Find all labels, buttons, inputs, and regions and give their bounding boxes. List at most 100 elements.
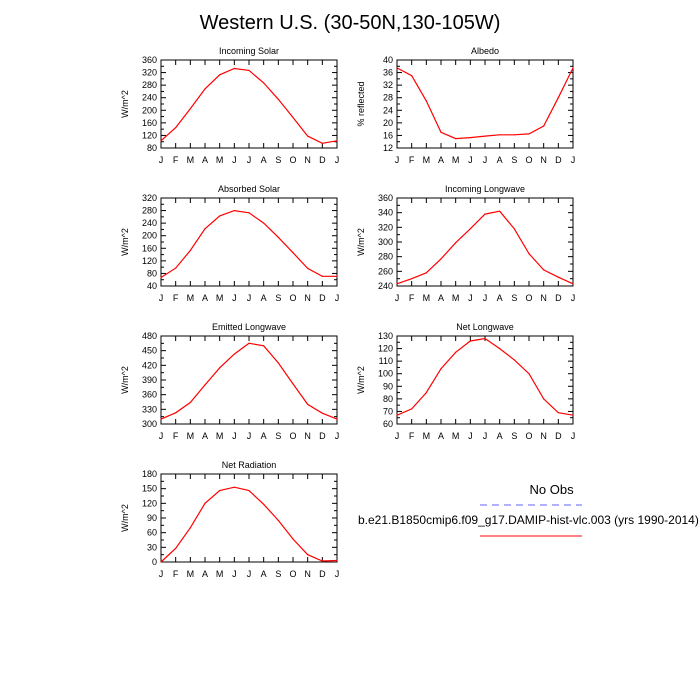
- y-tick-label: 300: [378, 237, 393, 247]
- x-tick-label: A: [202, 155, 208, 165]
- x-tick-label: A: [261, 431, 267, 441]
- x-tick-label: S: [275, 293, 281, 303]
- x-tick-label: M: [216, 293, 224, 303]
- data-point: [189, 249, 191, 252]
- data-point: [175, 126, 177, 129]
- y-tick-label: 120: [378, 344, 393, 354]
- data-point: [248, 342, 250, 344]
- x-tick-label: S: [511, 155, 517, 165]
- x-tick-label: J: [247, 293, 252, 303]
- x-tick-label: A: [202, 569, 208, 579]
- data-point: [277, 519, 279, 522]
- x-tick-label: N: [304, 155, 311, 165]
- y-tick-label: 120: [142, 498, 157, 508]
- y-tick-label: 320: [142, 193, 157, 203]
- data-point: [277, 362, 279, 364]
- data-point: [440, 131, 442, 133]
- data-point: [425, 100, 427, 102]
- data-point: [219, 490, 221, 492]
- x-tick-label: J: [232, 569, 237, 579]
- data-point: [307, 267, 309, 269]
- data-point: [499, 210, 501, 212]
- data-point: [396, 283, 398, 285]
- x-tick-label: J: [159, 293, 164, 303]
- x-tick-label: A: [202, 431, 208, 441]
- x-tick-label: J: [232, 155, 237, 165]
- data-point: [175, 412, 177, 414]
- x-tick-label: A: [261, 293, 267, 303]
- data-point: [263, 345, 265, 347]
- data-point: [248, 490, 250, 492]
- x-tick-label: N: [304, 431, 311, 441]
- data-point: [204, 228, 206, 230]
- data-point: [219, 367, 221, 369]
- series-line: [396, 67, 574, 140]
- y-tick-label: 300: [142, 419, 157, 429]
- y-tick-label: 80: [147, 143, 157, 153]
- y-axis-label: W/m^2: [356, 366, 366, 394]
- data-point: [321, 275, 323, 277]
- chart-panel-5: Emitted Longwave W/m^2 300 330 360 390 420 450 4…: [120, 322, 339, 441]
- y-tick-label: 16: [383, 130, 393, 140]
- data-point: [233, 209, 235, 212]
- x-tick-label: O: [289, 155, 296, 165]
- y-tick-label: 330: [142, 404, 157, 414]
- x-tick-label: M: [423, 293, 431, 303]
- x-tick-label: N: [304, 293, 311, 303]
- data-point: [189, 108, 191, 110]
- y-tick-label: 30: [147, 542, 157, 552]
- x-tick-label: J: [232, 431, 237, 441]
- legend-obs-label: No Obs: [529, 482, 574, 497]
- chart-panel-3: Absorbed Solar W/m^2 40 80 120 160 200 240 280 32…: [120, 184, 339, 303]
- y-tick-label: 200: [142, 231, 157, 241]
- x-tick-label: M: [452, 431, 460, 441]
- x-tick-label: F: [409, 155, 415, 165]
- x-tick-label: O: [289, 569, 296, 579]
- plot-frame: [396, 197, 574, 287]
- data-point: [440, 258, 442, 260]
- plot-frame: [160, 197, 338, 287]
- x-tick-label: M: [187, 569, 195, 579]
- data-point: [396, 67, 398, 69]
- data-point: [557, 97, 559, 99]
- data-point: [411, 278, 413, 280]
- data-point: [469, 340, 471, 342]
- x-tick-label: J: [468, 293, 473, 303]
- y-tick-label: 20: [383, 118, 393, 128]
- y-tick-label: 60: [383, 419, 393, 429]
- x-tick-label: S: [511, 293, 517, 303]
- data-point: [204, 88, 206, 90]
- chart-panel-4: Incoming Longwave W/m^2 240 260 280 300 320 340…: [356, 184, 575, 303]
- data-point: [513, 134, 515, 136]
- y-tick-label: 0: [152, 557, 157, 567]
- series-line: [160, 486, 338, 563]
- y-axis-label: W/m^2: [356, 228, 366, 256]
- y-tick-label: 40: [147, 281, 157, 291]
- data-point: [233, 353, 235, 355]
- y-axis-label: W/m^2: [120, 504, 130, 532]
- data-point: [248, 69, 250, 71]
- data-point: [513, 228, 515, 230]
- x-tick-label: J: [483, 155, 488, 165]
- x-tick-label: F: [409, 431, 415, 441]
- data-point: [440, 368, 442, 370]
- data-point: [321, 560, 323, 562]
- x-tick-label: M: [216, 431, 224, 441]
- legend-model-label: b.e21.B1850cmip6.f09_g17.DAMIP-hist-vlc.…: [358, 513, 699, 527]
- x-tick-label: N: [304, 569, 311, 579]
- y-tick-label: 36: [383, 68, 393, 78]
- data-point: [528, 373, 530, 375]
- x-tick-label: A: [438, 431, 444, 441]
- y-tick-label: 160: [142, 243, 157, 253]
- data-point: [204, 502, 206, 504]
- x-tick-label: D: [555, 431, 562, 441]
- data-point: [396, 414, 398, 416]
- data-point: [219, 215, 221, 217]
- panel-title: Emitted Longwave: [212, 322, 286, 332]
- y-tick-label: 60: [147, 528, 157, 538]
- y-axis-label: W/m^2: [120, 90, 130, 118]
- x-tick-label: D: [319, 155, 326, 165]
